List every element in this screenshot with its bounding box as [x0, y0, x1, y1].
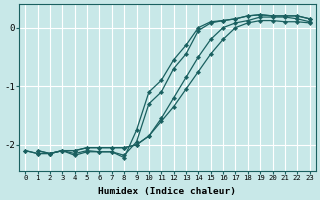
X-axis label: Humidex (Indice chaleur): Humidex (Indice chaleur)	[99, 187, 236, 196]
